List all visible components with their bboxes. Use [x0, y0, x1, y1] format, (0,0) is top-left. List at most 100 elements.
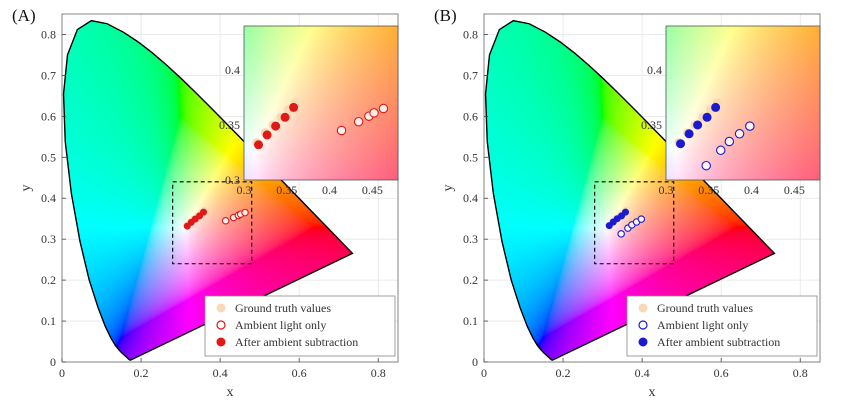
x-tick-label: 0.8 — [371, 366, 386, 380]
y-axis-label: y — [19, 185, 34, 192]
inset-x-tick-label: 0.3 — [659, 183, 674, 197]
data-point-ambient-light-only — [617, 230, 625, 238]
legend-marker — [638, 303, 648, 313]
x-tick-label: 0.8 — [793, 366, 808, 380]
y-tick-label: 0.5 — [41, 150, 56, 164]
panel-label-a: (A) — [12, 6, 36, 25]
axes-frame — [483, 13, 821, 363]
x-tick-label: 0.6 — [714, 366, 729, 380]
spectral-locus — [484, 19, 776, 361]
legend-marker — [216, 337, 226, 347]
data-point-after-ambient-subtraction — [254, 140, 264, 150]
legend: Ground truth values Ambient light only Aft… — [204, 295, 396, 357]
legend-marker — [638, 320, 648, 330]
chromaticity-chart-a: 0 0.2 0.4 0.6 0.8 0 0.1 0.2 0.3 0.4 0.5 0.6 0.7 0.8 x y… — [19, 13, 399, 400]
inset-y-tick-label: 0.3 — [225, 173, 240, 187]
data-point-after-ambient-subtraction — [711, 102, 721, 112]
y-tick-label: 0.6 — [463, 109, 478, 123]
x-tick-label: 0.4 — [635, 366, 650, 380]
legend: Ground truth values Ambient light only Aft… — [626, 295, 818, 357]
data-point-after-ambient-subtraction — [684, 129, 694, 139]
data-point-ambient-light-only — [734, 129, 745, 139]
legend-entry-label: After ambient subtraction — [235, 335, 358, 349]
y-tick-label: 0.3 — [463, 232, 478, 246]
legend-entry-label: After ambient subtraction — [657, 335, 780, 349]
data-point-after-ambient-subtraction — [289, 102, 299, 112]
data-point-ambient-light-only — [369, 108, 379, 118]
y-tick-label: 0 — [50, 355, 56, 369]
y-tick-label: 0.8 — [463, 27, 478, 41]
y-tick-label: 0.8 — [41, 27, 56, 41]
inset-x-tick-label: 0.35 — [698, 183, 719, 197]
y-tick-label: 0.3 — [41, 232, 56, 246]
x-axis-label: x — [649, 385, 656, 400]
data-point-after-ambient-subtraction — [622, 208, 630, 216]
legend-entry-label: Ground truth values — [235, 301, 331, 315]
data-point-after-ambient-subtraction — [271, 121, 281, 131]
y-tick-label: 0.2 — [41, 273, 56, 287]
data-point-after-ambient-subtraction — [693, 120, 703, 130]
legend-entry-label: Ambient light only — [235, 318, 326, 332]
legend-entry-label: Ground truth values — [657, 301, 753, 315]
zoom-inset: 0.3 0.35 0.4 0.45 0.3 0.35 0.4 — [219, 25, 399, 197]
x-tick-label: 0 — [59, 366, 65, 380]
x-tick-label: 0 — [481, 366, 487, 380]
inset-color-fill — [666, 26, 820, 180]
inset-x-tick-label: 0.35 — [276, 183, 297, 197]
data-point-ambient-light-only — [378, 103, 389, 114]
y-axis-label: y — [441, 185, 456, 192]
zoom-region-box — [172, 181, 253, 265]
y-tick-label: 0.1 — [463, 314, 478, 328]
data-point-after-ambient-subtraction — [262, 130, 272, 140]
legend-marker — [638, 337, 648, 347]
inset-x-tick-label: 0.4 — [744, 183, 759, 197]
y-tick-label: 0.1 — [41, 314, 56, 328]
legend-entry-label: Ambient light only — [657, 318, 748, 332]
inset-y-tick-label: 0.35 — [641, 118, 662, 132]
data-point-after-ambient-subtraction — [200, 208, 208, 216]
data-point-ambient-light-only — [701, 160, 711, 171]
y-tick-label: 0.7 — [41, 68, 56, 82]
y-tick-label: 0.4 — [41, 191, 56, 205]
data-point-ambient-light-only — [716, 145, 726, 156]
inset-y-tick-label: 0.4 — [225, 63, 240, 77]
data-point-ambient-light-only — [336, 125, 347, 136]
legend-marker — [216, 303, 226, 313]
inset-x-tick-label: 0.4 — [322, 183, 337, 197]
x-tick-label: 0.6 — [292, 366, 307, 380]
axes-frame — [61, 13, 399, 363]
data-point-ambient-light-only — [241, 208, 249, 217]
data-point-ambient-light-only — [221, 217, 230, 225]
panel-label-b: (B) — [434, 6, 457, 25]
spectral-locus — [62, 19, 354, 361]
data-point-ambient-light-only — [745, 121, 755, 131]
y-tick-label: 0 — [472, 355, 478, 369]
chromaticity-chart-b: 0 0.2 0.4 0.6 0.8 0 0.1 0.2 0.3 0.4 0.5 0.6 0.7 0.8 x y… — [441, 13, 821, 400]
inset-y-tick-label: 0.4 — [647, 63, 662, 77]
data-point-ambient-light-only — [637, 215, 646, 223]
y-tick-label: 0.4 — [463, 191, 478, 205]
y-tick-label: 0.5 — [463, 150, 478, 164]
legend-marker — [216, 320, 226, 330]
inset-x-tick-label: 0.45 — [362, 183, 383, 197]
panel-b: 0 0.2 0.4 0.6 0.8 0 0.1 0.2 0.3 0.4 0.5 0.6 0.7 0.8 x y… — [422, 0, 844, 405]
inset-x-tick-label: 0.45 — [784, 183, 805, 197]
data-point-ambient-light-only — [724, 136, 735, 147]
y-tick-label: 0.7 — [463, 68, 478, 82]
data-point-after-ambient-subtraction — [280, 112, 290, 122]
data-point-ambient-light-only — [353, 116, 364, 127]
panel-a: 0 0.2 0.4 0.6 0.8 0 0.1 0.2 0.3 0.4 0.5 0.6 0.7 0.8 x y… — [12, 6, 399, 400]
inset-y-tick-label: 0.35 — [219, 118, 240, 132]
x-tick-label: 0.4 — [213, 366, 228, 380]
data-point-after-ambient-subtraction — [702, 112, 712, 122]
y-tick-label: 0.6 — [41, 109, 56, 123]
y-tick-label: 0.2 — [463, 273, 478, 287]
data-point-after-ambient-subtraction — [676, 139, 686, 149]
x-tick-label: 0.2 — [556, 366, 571, 380]
inset-x-tick-label: 0.3 — [237, 183, 252, 197]
x-tick-label: 0.2 — [134, 366, 149, 380]
zoom-inset: 0.3 0.35 0.4 0.45 0.35 0.4 — [641, 25, 821, 197]
x-axis-label: x — [227, 385, 234, 400]
zoom-region-box — [594, 181, 675, 265]
inset-color-fill — [244, 26, 398, 180]
